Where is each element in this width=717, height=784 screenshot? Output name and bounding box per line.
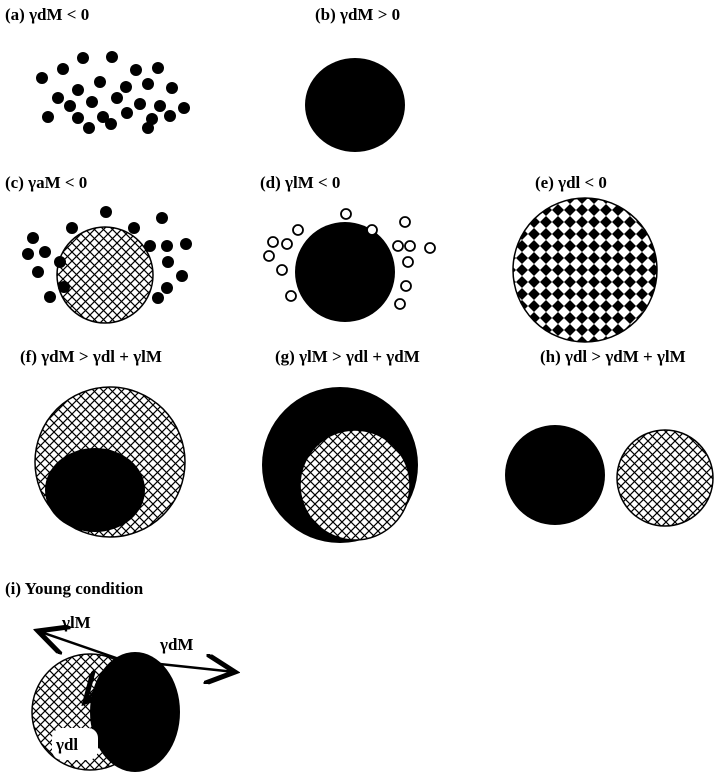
panel-label: (d) γlM < 0	[260, 173, 340, 192]
particle	[180, 238, 192, 250]
panel-label: (i) Young condition	[5, 579, 144, 598]
particle	[120, 81, 132, 93]
particle	[42, 111, 54, 123]
particle	[22, 248, 34, 260]
particle	[178, 102, 190, 114]
particle	[367, 225, 377, 235]
panel-label: (h) γdl > γdM + γlM	[540, 347, 686, 366]
panel-label: (f) γdM > γdl + γlM	[20, 347, 162, 366]
particle	[405, 241, 415, 251]
particle	[36, 72, 48, 84]
panel-label: (e) γdl < 0	[535, 173, 607, 192]
droplet	[45, 448, 145, 532]
panel-label: (b) γdM > 0	[315, 5, 400, 24]
particle	[106, 51, 118, 63]
annotation: γdM	[159, 635, 193, 654]
particle	[268, 237, 278, 247]
particle	[395, 299, 405, 309]
particle	[39, 246, 51, 258]
droplet	[505, 425, 605, 525]
particle	[58, 281, 70, 293]
particle	[300, 430, 410, 540]
particle	[64, 100, 76, 112]
particle	[94, 76, 106, 88]
particle	[164, 110, 176, 122]
particle	[100, 206, 112, 218]
droplet	[305, 58, 405, 152]
particle	[403, 257, 413, 267]
particle	[57, 63, 69, 75]
particle	[282, 239, 292, 249]
particle	[72, 84, 84, 96]
particle	[54, 256, 66, 268]
particle	[128, 222, 140, 234]
particle	[401, 281, 411, 291]
diagram: (a) γdM < 0 (b) γdM > 0 (c) γaM < 0 (d) …	[0, 0, 717, 784]
particle	[161, 240, 173, 252]
particle	[161, 282, 173, 294]
particle	[513, 198, 657, 342]
particle	[152, 62, 164, 74]
annotation: γdl	[55, 735, 78, 754]
particle	[121, 107, 133, 119]
particle	[130, 64, 142, 76]
particle	[27, 232, 39, 244]
particle	[142, 122, 154, 134]
particle	[166, 82, 178, 94]
particle	[162, 256, 174, 268]
droplet	[90, 652, 180, 772]
particle	[154, 100, 166, 112]
particle	[83, 122, 95, 134]
particle	[105, 118, 117, 130]
annotation: γlM	[61, 613, 91, 632]
particle	[57, 227, 153, 323]
particle	[341, 209, 351, 219]
particle	[286, 291, 296, 301]
particle	[393, 241, 403, 251]
particle	[44, 291, 56, 303]
particle	[176, 270, 188, 282]
particle	[156, 212, 168, 224]
particle	[66, 222, 78, 234]
panel-label: (g) γlM > γdl + γdM	[275, 347, 420, 366]
particle	[134, 98, 146, 110]
panel-label: (a) γdM < 0	[5, 5, 89, 24]
particle	[293, 225, 303, 235]
particle	[617, 430, 713, 526]
particle	[400, 217, 410, 227]
particle	[72, 112, 84, 124]
droplet	[295, 222, 395, 322]
particle	[142, 78, 154, 90]
particle	[152, 292, 164, 304]
particle	[77, 52, 89, 64]
particle	[32, 266, 44, 278]
particle	[144, 240, 156, 252]
particle	[86, 96, 98, 108]
particles	[36, 51, 190, 134]
particle	[111, 92, 123, 104]
particle	[52, 92, 64, 104]
particle	[264, 251, 274, 261]
particle	[425, 243, 435, 253]
particle	[277, 265, 287, 275]
panel-label: (c) γaM < 0	[5, 173, 87, 192]
